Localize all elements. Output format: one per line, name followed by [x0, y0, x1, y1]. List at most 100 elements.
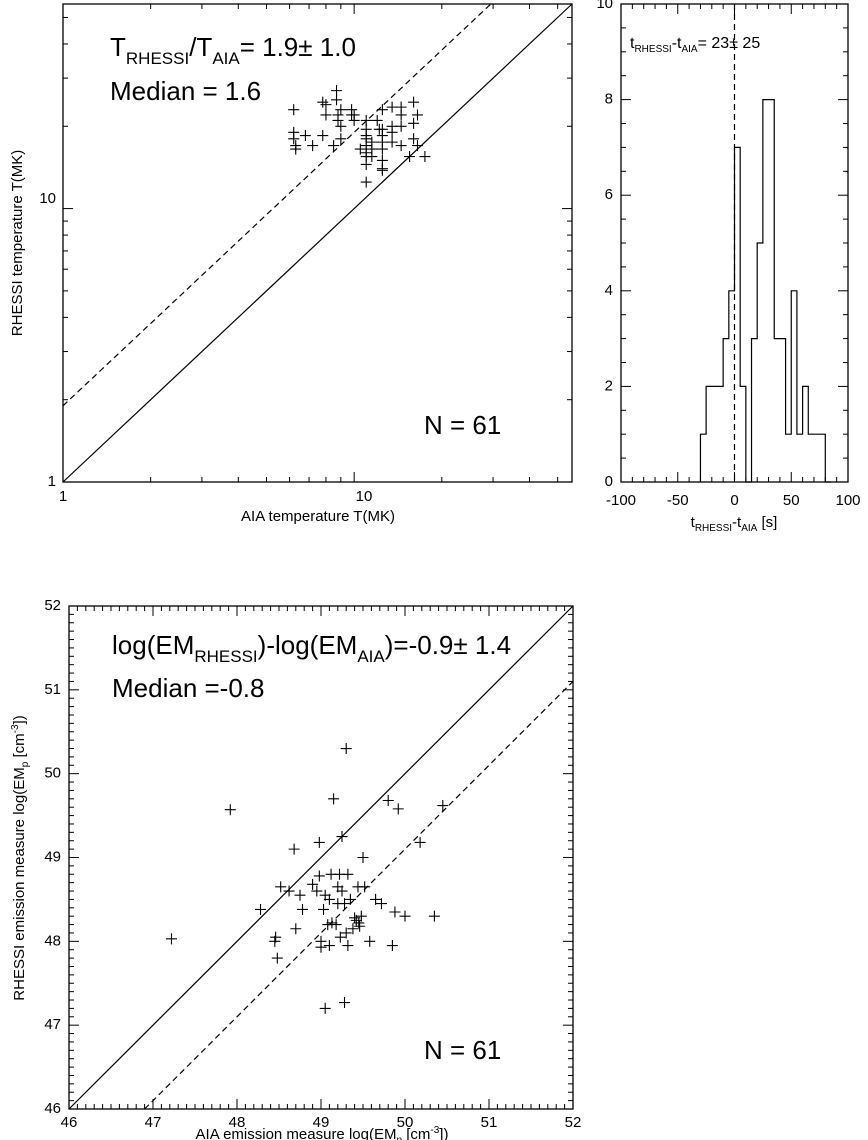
temperature-point	[290, 143, 302, 155]
hist-ann-sub2: AIA	[681, 44, 697, 55]
em-xlabel-sub: p	[396, 1135, 402, 1140]
emission-point	[165, 933, 177, 945]
temperature-y-axis-title: RHESSI temperature T(MK)	[9, 150, 26, 336]
histogram-plot-frame	[620, 3, 849, 483]
histogram-y-tick-10: 10	[596, 0, 613, 12]
emission-point	[313, 836, 325, 848]
ratio-slash: /	[189, 32, 197, 62]
emission-point	[354, 920, 366, 932]
emission-point	[392, 803, 404, 815]
histogram-x-axis-title: tRHESSI-tAIA [s]	[691, 514, 778, 534]
emission-point	[334, 931, 346, 943]
emission-point	[342, 868, 354, 880]
temperature-point	[332, 114, 344, 126]
temperature-point	[395, 140, 407, 152]
histogram-steps	[699, 99, 831, 483]
emission-count-annotation: N = 61	[424, 1035, 501, 1065]
emission-point	[290, 923, 302, 935]
temperature-x-tick-1: 1	[59, 488, 67, 505]
em-ylabel-sub: p	[20, 761, 31, 767]
emission-point	[271, 952, 283, 964]
temperature-point	[360, 158, 372, 170]
em-ylabel-sup: -3	[10, 724, 21, 733]
temperature-point	[307, 140, 319, 152]
emission-point	[357, 852, 369, 863]
temperature-point	[371, 114, 383, 126]
emission-point	[313, 870, 325, 882]
emission-point	[428, 910, 440, 922]
hist-xlabel-t1: t	[691, 514, 696, 531]
emission-point	[339, 898, 351, 910]
temperature-point	[386, 126, 398, 138]
em-ylabel-text: RHESSI emission measure log(EM	[11, 767, 28, 1000]
histogram-y-tick-0: 0	[605, 473, 613, 490]
temperature-point	[404, 151, 416, 163]
emission-point	[323, 893, 335, 905]
emission-difference-annotation: log(EMRHESSI)-log(EMAIA)=-0.9± 1.4	[112, 630, 511, 666]
emission-point	[311, 885, 323, 897]
emission-x-tick-46: 46	[61, 1114, 78, 1131]
temperature-point	[411, 109, 423, 121]
emission-point	[270, 931, 282, 943]
temperature-point	[395, 120, 407, 132]
temperature-reference-lines	[62, 3, 573, 483]
em-diff-p3: )=-0.9	[385, 630, 454, 660]
em-xlabel-text: AIA emission measure log(EM	[196, 1126, 397, 1140]
temperature-point	[366, 151, 378, 163]
emission-reference-lines	[68, 605, 574, 1110]
emission-point	[323, 940, 335, 952]
temperature-point	[419, 151, 431, 163]
emission-x-tick-49: 49	[313, 1114, 330, 1131]
emission-point	[336, 831, 348, 843]
histogram-x-tick-minus50: -50	[667, 492, 689, 509]
emission-x-tick-48: 48	[229, 1114, 246, 1131]
temperature-point	[376, 164, 388, 176]
em-diff-err: 1.4	[468, 630, 511, 660]
hist-ann-t1: t	[630, 35, 635, 52]
temperature-point	[320, 109, 332, 121]
histogram-x-tick-100: 100	[835, 492, 860, 509]
emission-point	[336, 885, 348, 897]
em-diff-pm: ±	[453, 630, 467, 660]
hist-xlabel-dash: -	[732, 514, 737, 531]
emission-point	[355, 910, 367, 922]
em-xlabel-sup: -3	[430, 1125, 439, 1136]
temperature-point	[288, 133, 300, 145]
emission-point	[275, 881, 287, 893]
hist-xlabel-unit: [s]	[757, 514, 777, 531]
emission-y-tick-50: 50	[44, 765, 61, 782]
temperature-y-tick-10: 10	[39, 190, 56, 207]
emission-point	[340, 743, 352, 755]
temperature-y-tick-1: 1	[48, 473, 56, 490]
emission-point	[318, 903, 330, 915]
ratio-base1: T	[110, 32, 126, 62]
histogram-y-tick-4: 4	[605, 282, 613, 299]
emission-x-tick-52: 52	[565, 1114, 582, 1131]
temperature-point	[335, 120, 347, 132]
histogram-y-tick-6: 6	[605, 186, 613, 203]
temperature-point	[395, 109, 407, 121]
emission-offset-line	[144, 681, 574, 1110]
emission-point	[339, 997, 351, 1009]
emission-point	[297, 903, 309, 915]
emission-point	[344, 893, 356, 905]
histogram-y-tick-2: 2	[605, 377, 613, 394]
temperature-point	[288, 104, 300, 116]
emission-y-tick-51: 51	[44, 681, 61, 698]
temperature-ticks	[62, 4, 572, 483]
temperature-x-tick-10: 10	[356, 488, 373, 505]
emission-measure-scatter-panel: 46 47 48 49 50 51 52 46 47 48 49 50 51 5…	[10, 597, 581, 1140]
emission-point	[347, 923, 359, 935]
temperature-median-annotation: Median = 1.6	[110, 76, 261, 106]
emission-point	[294, 889, 306, 901]
temperature-points	[288, 85, 431, 188]
temperature-point	[360, 176, 372, 188]
emission-y-tick-48: 48	[44, 932, 61, 949]
emission-x-tick-50: 50	[397, 1114, 414, 1131]
temperature-point	[320, 99, 332, 111]
histogram-x-tick-0: 0	[730, 492, 738, 509]
temperature-point	[354, 143, 366, 155]
hist-ann-sub1: RHESSI	[634, 44, 671, 55]
emission-point	[255, 903, 267, 915]
